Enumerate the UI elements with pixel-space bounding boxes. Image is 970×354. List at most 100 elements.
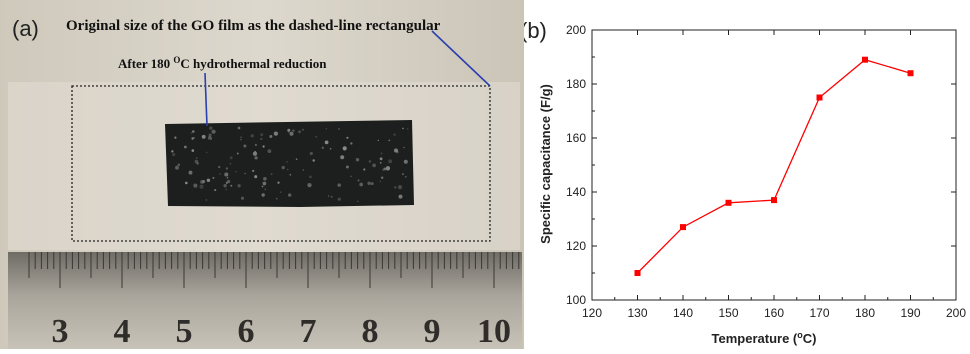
film-speckle: [368, 160, 372, 163]
film-speckle: [226, 179, 231, 184]
data-point: [907, 70, 914, 77]
y-tick-label: 140: [566, 185, 586, 199]
data-point: [680, 224, 686, 231]
film-speckle: [380, 152, 383, 155]
film-speckle: [214, 189, 217, 192]
photo-graphic: 3 4 5 6 7 8 9 10 (a) Original size of the GO fi…: [0, 0, 524, 350]
data-point: [634, 270, 641, 276]
film-speckle: [199, 184, 204, 189]
film-speckle: [237, 126, 241, 130]
film-speckle: [244, 172, 246, 175]
film-speckle: [363, 168, 366, 171]
film-speckle: [329, 147, 332, 150]
film-speckle: [286, 168, 289, 171]
film-speckle: [340, 155, 345, 160]
panel-b-label: (b): [524, 18, 547, 43]
film-speckle: [243, 144, 247, 148]
film-speckle: [194, 159, 199, 164]
film-speckle: [279, 191, 282, 193]
ruler-number: 4: [114, 313, 131, 349]
ruler-number: 8: [362, 313, 379, 349]
film-speckle: [201, 134, 206, 139]
ruler-number: 5: [176, 313, 193, 349]
film-speckle: [262, 181, 267, 186]
film-speckle: [324, 140, 329, 145]
film-speckle: [175, 165, 179, 170]
film-speckle: [206, 178, 211, 183]
x-tick-label: 180: [855, 306, 875, 320]
y-tick-label: 120: [566, 239, 586, 253]
film-speckle: [288, 193, 292, 197]
ruler-numbers: 3 4 5 6 7 8 9 10: [52, 313, 512, 350]
film-speckle: [261, 185, 264, 188]
film-speckle: [207, 135, 212, 140]
pointer-line-top: [431, 30, 491, 87]
film-speckle: [184, 181, 188, 185]
film-speckle: [407, 128, 409, 130]
film-speckle: [208, 133, 212, 137]
film-speckle: [260, 137, 263, 141]
film-speckle: [381, 176, 384, 179]
film-speckle: [295, 158, 298, 160]
film-speckle: [254, 143, 257, 147]
film-speckle: [212, 176, 215, 179]
film-speckle: [281, 165, 285, 170]
film-speckle: [402, 127, 404, 130]
film-speckle: [337, 197, 341, 201]
film-speckle: [267, 149, 272, 154]
film-speckle: [337, 183, 341, 187]
film-speckle: [270, 173, 273, 176]
film-speckle: [394, 186, 397, 189]
film-speckle: [174, 136, 177, 139]
film-speckle: [359, 182, 364, 187]
y-tick-label: 180: [566, 77, 586, 91]
film-speckle: [404, 175, 407, 178]
film-speckle: [237, 184, 241, 188]
film-speckle: [264, 188, 267, 191]
film-speckle: [302, 169, 305, 171]
film-speckle: [372, 163, 376, 168]
caption-reduction: After 180 OC hydrothermal reduction: [118, 55, 327, 71]
film-speckle: [379, 161, 382, 164]
film-speckle: [260, 133, 264, 137]
x-tick-label: 140: [673, 306, 693, 320]
film-speckle: [289, 131, 294, 136]
film-speckle: [301, 128, 305, 131]
film-speckle: [192, 130, 195, 133]
film-speckle: [195, 157, 198, 159]
x-tick-label: 120: [582, 306, 602, 320]
photo-panel: 3 4 5 6 7 8 9 10 (a) Original size of the GO fi…: [0, 0, 524, 350]
film-speckle: [393, 148, 399, 153]
film-speckle: [383, 167, 387, 171]
film-speckle: [342, 146, 347, 151]
film-speckle: [309, 151, 313, 156]
film-speckle: [205, 199, 208, 201]
film-speckle: [211, 129, 216, 134]
film-speckle: [273, 131, 279, 136]
film-speckle: [315, 135, 318, 138]
film-speckle: [292, 129, 295, 132]
film-speckle: [385, 166, 391, 171]
film-speckle: [188, 170, 193, 175]
film-speckle: [327, 195, 330, 197]
film-speckle: [191, 149, 195, 152]
film-speckle: [379, 157, 383, 161]
film-speckle: [337, 128, 340, 130]
film-speckle: [350, 142, 353, 145]
film-speckle: [298, 130, 301, 134]
film-speckle: [388, 159, 393, 164]
film-speckle: [379, 180, 381, 183]
caption-original-size: Original size of the GO film as the dash…: [66, 18, 441, 34]
film-speckle: [177, 163, 181, 167]
ruler-number: 7: [300, 313, 317, 349]
film-speckle: [355, 157, 360, 162]
data-point: [725, 199, 732, 206]
film-speckle: [254, 156, 258, 160]
pointer-line-film: [204, 72, 208, 127]
film-speckle: [229, 156, 233, 160]
x-tick-label: 200: [946, 306, 966, 320]
film-speckle: [350, 175, 352, 178]
film-speckle: [193, 137, 195, 139]
series-line: [637, 58, 911, 274]
film-speckle: [240, 136, 242, 138]
